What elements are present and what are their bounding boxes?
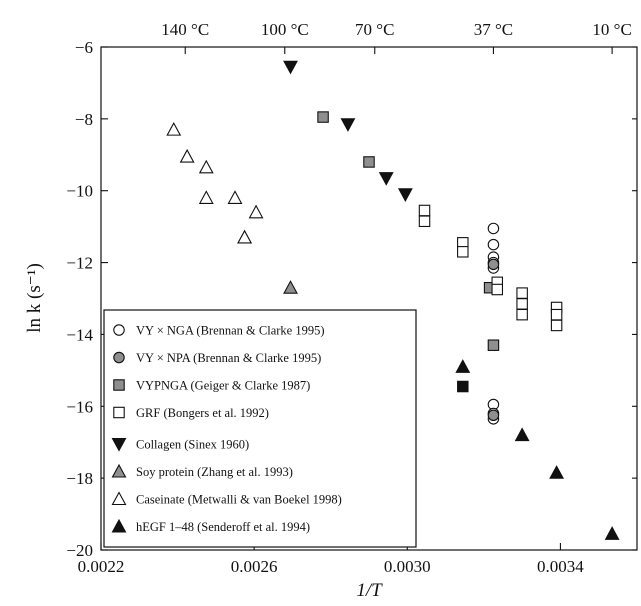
data-point-square-gray <box>317 111 329 123</box>
y-tick-label: −10 <box>66 182 93 201</box>
x-axis-title: 1/T <box>356 580 383 601</box>
legend-marker-tri-up-gray <box>111 463 127 478</box>
y-tick-label: −16 <box>66 397 93 416</box>
data-point-tri-up-filled <box>455 359 471 373</box>
data-point-square-filled <box>457 380 469 393</box>
data-point-tri-down-filled <box>283 60 298 75</box>
data-point-tri-up-open <box>166 121 182 136</box>
data-point-square-open <box>418 204 431 217</box>
data-point-square-open <box>491 283 504 296</box>
data-point-tri-up-open <box>198 159 214 174</box>
data-point-tri-down-filled <box>340 118 356 132</box>
legend-marker-tri-up-open <box>111 491 127 506</box>
data-point-square-open <box>418 215 431 228</box>
legend-label: VY × NPA (Brennan & Clarke 1995) <box>136 351 321 365</box>
axis-ticks: 0.0022 0.0026 0.0030 0.0034 −20 −18 −16 −14 −12 −… <box>66 20 637 576</box>
data-point-tri-up-filled <box>604 526 620 540</box>
data-point-square-open <box>516 308 528 321</box>
legend-label: Soy protein (Zhang et al. 1993) <box>136 465 293 479</box>
y-axis-title: ln k (s⁻¹) <box>24 263 45 333</box>
data-point-tri-down-filled <box>378 172 394 186</box>
legend-label: VY × NGA (Brennan & Clarke 1995) <box>136 324 325 338</box>
legend-box <box>103 309 417 548</box>
legend-label: hEGF 1–48 (Senderoff et al. 1994) <box>136 520 310 534</box>
data-point-tri-up-filled <box>514 427 530 442</box>
y-tick-label: −6 <box>75 38 93 57</box>
x-tick-label: 0.0026 <box>231 557 278 576</box>
legend-marker-square-open <box>113 406 125 419</box>
data-point-square-open <box>550 319 563 332</box>
top-tick-label: 140 °C <box>161 20 209 39</box>
data-point-tri-up-open <box>179 148 195 163</box>
data-point-square-gray <box>363 156 375 168</box>
data-point-square-open <box>516 287 528 299</box>
data-point-circle-open <box>487 238 500 251</box>
data-point-tri-up-gray <box>283 280 298 294</box>
data-point-tri-up-open <box>227 190 243 204</box>
legend-label: VYPNGA (Geiger & Clarke 1987) <box>136 379 310 393</box>
data-point-tri-up-open <box>198 190 214 204</box>
data-point-tri-down-filled <box>397 188 413 202</box>
top-tick-label: 70 °C <box>355 20 394 39</box>
legend-marker-circle-open <box>113 324 125 336</box>
data-point-tri-up-open <box>237 229 252 244</box>
y-tick-label: −20 <box>66 541 93 560</box>
legend-label: Caseinate (Metwalli & van Boekel 1998) <box>136 493 342 507</box>
data-point-circle-gray <box>487 258 500 271</box>
legend-label: Collagen (Sinex 1960) <box>136 438 249 452</box>
legend-label: GRF (Bongers et al. 1992) <box>136 406 269 420</box>
data-point-circle-open <box>487 222 500 235</box>
data-point-square-open <box>457 246 469 258</box>
x-tick-label: 0.0030 <box>384 557 431 576</box>
y-tick-label: −18 <box>66 469 93 488</box>
data-point-tri-up-filled <box>549 465 565 479</box>
y-tick-label: −14 <box>66 325 93 344</box>
legend: VY × NGA (Brennan & Clarke 1995) VY × NPA… <box>111 324 342 534</box>
legend-marker-tri-up-filled <box>111 518 127 533</box>
top-tick-label: 37 °C <box>474 20 513 39</box>
y-tick-label: −12 <box>66 254 93 273</box>
legend-marker-circle-gray <box>113 351 125 364</box>
data-point-square-open <box>550 308 563 321</box>
data-point-circle-gray <box>487 409 500 422</box>
x-tick-label: 0.0022 <box>78 557 125 576</box>
top-tick-label: 100 °C <box>261 20 309 39</box>
legend-marker-tri-down-filled <box>111 437 127 452</box>
top-tick-label: 10 °C <box>592 20 631 39</box>
data-points <box>166 60 620 540</box>
y-tick-label: −8 <box>75 110 93 129</box>
plot-frame <box>100 46 638 551</box>
x-tick-label: 0.0034 <box>537 557 584 576</box>
legend-marker-square-gray <box>113 379 125 391</box>
data-point-square-open <box>516 298 528 310</box>
data-point-square-gray <box>487 339 500 351</box>
data-point-tri-up-open <box>248 204 264 219</box>
